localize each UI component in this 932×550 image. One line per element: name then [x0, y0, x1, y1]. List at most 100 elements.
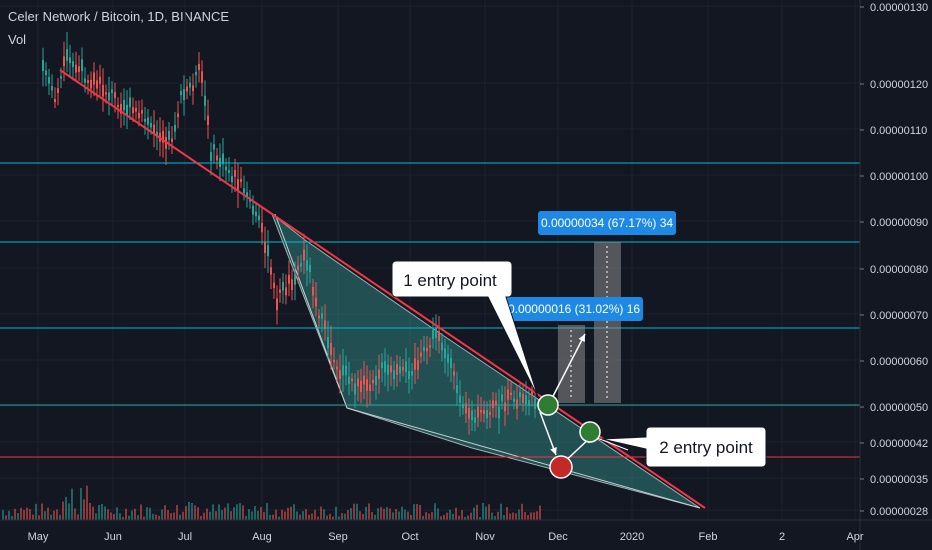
volume-bar — [497, 511, 499, 520]
candle-body — [189, 82, 191, 88]
volume-bar — [263, 511, 265, 520]
candle-body — [534, 398, 536, 409]
volume-bar — [281, 509, 283, 520]
measure-label: 0.00000034 (67.17%) 34 — [541, 216, 673, 230]
time-tick-label: Nov — [475, 531, 495, 543]
candle-body — [102, 85, 104, 97]
price-axis-bg — [860, 0, 932, 550]
time-tick-label: 2 — [779, 531, 785, 543]
time-tick-label: 2020 — [620, 531, 644, 543]
arrow-head — [578, 334, 585, 342]
volume-bar — [17, 513, 19, 520]
candle-body — [432, 329, 434, 340]
volume-bar — [455, 507, 457, 520]
volume-bar — [251, 511, 253, 520]
candle-body — [351, 378, 353, 382]
candle-body — [360, 380, 362, 393]
candle-body — [198, 63, 200, 71]
candle-body — [387, 364, 389, 376]
callout-text-1: 1 entry point — [403, 271, 497, 290]
volume-bar — [59, 514, 61, 520]
price-tick-label: 0.00000130 — [870, 2, 928, 14]
candle-body — [525, 395, 527, 405]
candle-body — [195, 71, 197, 76]
falling-wedge — [270, 212, 701, 509]
volume-bar — [140, 504, 142, 520]
candle-body — [501, 394, 503, 402]
candle-body — [411, 371, 413, 376]
volume-bar — [170, 513, 172, 520]
candle-body — [147, 117, 149, 125]
volume-bar — [92, 506, 94, 520]
candle-body — [72, 61, 74, 68]
candle-body — [222, 153, 224, 165]
callout-bubble-2 — [601, 426, 767, 468]
volume-bar — [374, 514, 376, 520]
volume-bar — [155, 514, 157, 520]
volume-bar — [464, 516, 466, 520]
candle-body — [120, 103, 122, 114]
price-tick-label: 0.00000042 — [870, 438, 928, 450]
time-tick-label: Aug — [252, 531, 272, 543]
volume-bar — [344, 513, 346, 520]
volume-bar — [71, 488, 73, 520]
volume-bar — [47, 507, 49, 520]
volume-bar — [362, 514, 364, 520]
volume-bar — [209, 511, 211, 520]
price-tick-label: 0.00000028 — [870, 506, 928, 518]
candle-body — [93, 72, 95, 85]
candle-body — [510, 392, 512, 396]
volume-bar — [494, 516, 496, 520]
volume-bar — [68, 503, 70, 520]
volume-bar — [134, 508, 136, 520]
price-tick-label: 0.00000090 — [870, 217, 928, 229]
volume-bar — [539, 505, 541, 520]
volume-bar — [248, 509, 250, 520]
volume-bar — [206, 508, 208, 520]
candle-body — [99, 76, 101, 84]
volume-bar — [23, 510, 25, 520]
candle-body — [267, 245, 269, 257]
candle-body — [297, 265, 299, 270]
volume-bar — [470, 512, 472, 520]
volume-bar — [434, 503, 436, 520]
volume-bar — [239, 503, 241, 520]
volume-bar — [335, 506, 337, 520]
candle-body — [261, 222, 263, 233]
volume-bar — [20, 507, 22, 520]
volume-bar — [299, 514, 301, 520]
candle-body — [336, 366, 338, 370]
candle-body — [123, 99, 125, 111]
volume-bar — [53, 510, 55, 520]
volume-bar — [452, 513, 454, 520]
candle-body — [369, 384, 371, 392]
candle-body — [228, 170, 230, 174]
candle-body — [117, 104, 119, 107]
candle-body — [483, 409, 485, 415]
volume-bar — [341, 513, 343, 520]
volume-bar — [194, 505, 196, 520]
volume-bar — [533, 512, 535, 520]
volume-bar — [353, 503, 355, 520]
volume-bar — [377, 508, 379, 520]
candle-body — [237, 179, 239, 191]
price-axis: 0.00000130 0.00000120 0.00000110 0.00000100… — [859, 0, 932, 550]
candle-body — [150, 122, 152, 128]
volume-bar — [182, 511, 184, 520]
candle-body — [84, 78, 86, 83]
candle-body — [438, 331, 440, 342]
candle-body — [219, 157, 221, 168]
candle-body — [486, 410, 488, 419]
candle-body — [357, 378, 359, 387]
volume-bar — [62, 501, 64, 520]
candle-body — [135, 107, 137, 112]
volume-bar — [104, 506, 106, 520]
volume-bar — [275, 509, 277, 520]
candle-body — [426, 347, 428, 352]
candle-body — [330, 343, 332, 356]
candle-body — [60, 76, 62, 79]
candle-body — [390, 365, 392, 373]
volume-bar — [254, 506, 256, 520]
candle-body — [108, 92, 110, 101]
